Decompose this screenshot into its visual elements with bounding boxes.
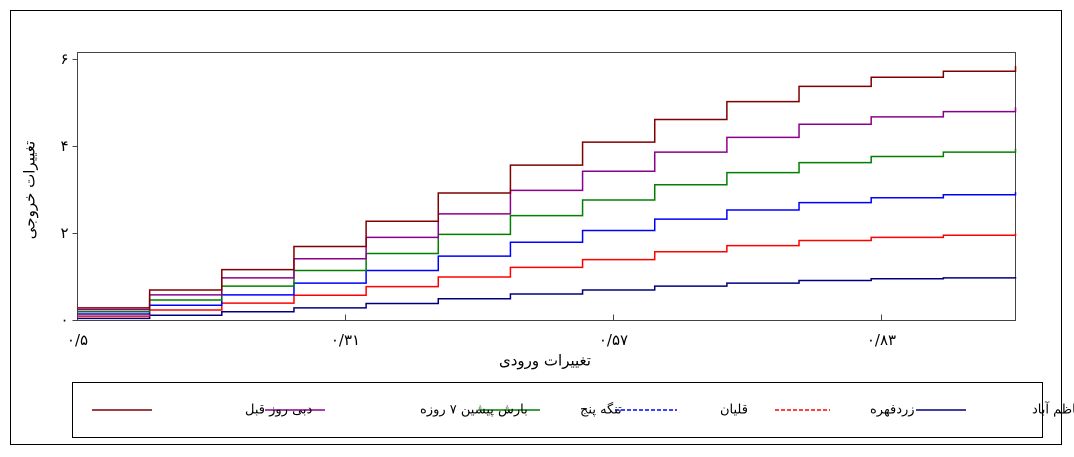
outer-frame [10,10,1062,445]
plot-frame [77,52,1016,321]
legend-label: کاظم آباد [1032,401,1074,418]
y-tick-label: ۶ [60,50,68,68]
y-tick-label: ۰ [60,311,68,329]
y-axis-label: تغییرات خروجی [21,141,39,239]
series-line [77,276,1017,320]
series-line [77,192,1017,315]
x-tick-label: ۰/۳۱ [331,331,360,349]
legend-label: تنگه پنج [580,402,622,418]
legend: کاظم آباد زردفهره قلیان تنگه پنج بارش پیشین … [92,401,1074,418]
x-axis-label: تغییرات ورودی [499,352,591,370]
series-line [77,233,1017,317]
y-tick-label: ۲ [60,224,68,242]
series-line [77,148,1017,313]
legend-label: دبی روز قبل [245,403,313,418]
x-tick-label: ۰/۵۷ [599,331,628,349]
legend-label: قلیان [720,403,748,418]
series-line [77,107,1017,311]
legend-frame [72,382,1043,438]
legend-label: زردفهره [870,403,915,418]
series-line [77,65,1017,309]
x-tick-label: ۰/۸۳ [867,331,896,349]
y-tick-label: ۴ [60,137,68,155]
x-tick-label: ۰/۵ [67,331,88,349]
legend-label: بارش پیشین ۷ روزه [420,403,528,418]
